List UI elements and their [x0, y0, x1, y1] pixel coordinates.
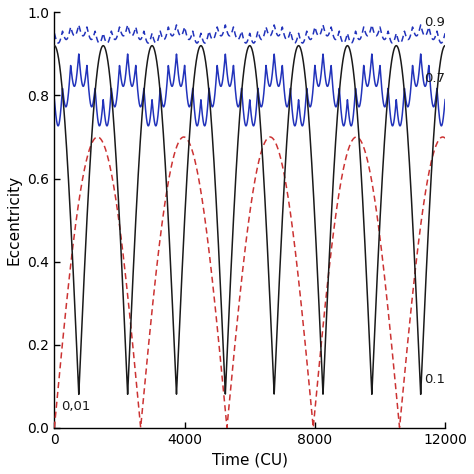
Text: 0.1: 0.1	[424, 374, 445, 386]
X-axis label: Time (CU): Time (CU)	[212, 452, 288, 467]
Y-axis label: Eccentricity: Eccentricity	[7, 175, 22, 265]
Text: 0.9: 0.9	[424, 16, 445, 29]
Text: 0.7: 0.7	[424, 73, 445, 85]
Text: 0,01: 0,01	[61, 401, 90, 413]
